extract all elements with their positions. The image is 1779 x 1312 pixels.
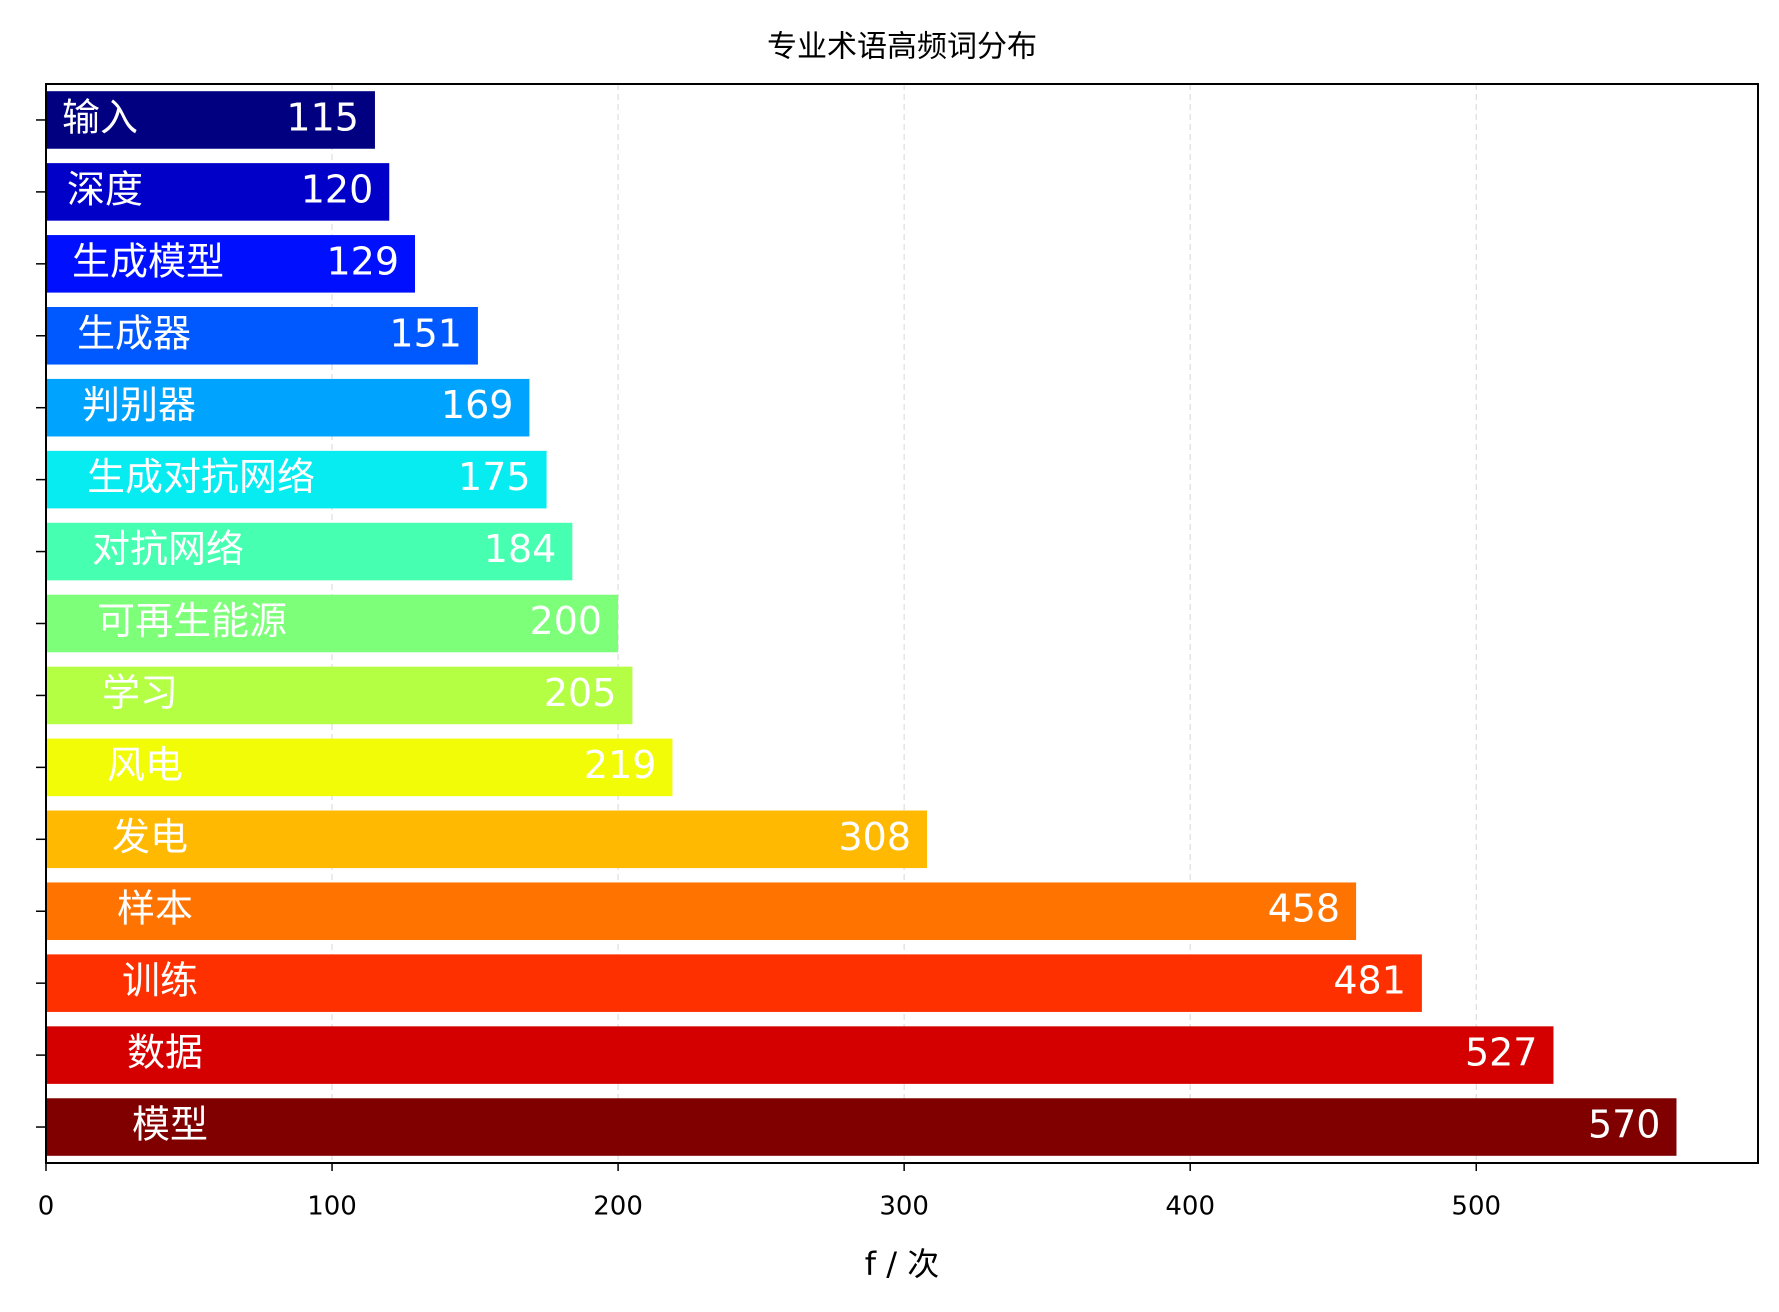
value-label: 200 xyxy=(530,599,603,643)
x-tick-label: 500 xyxy=(1451,1192,1501,1222)
bar-category-label: 生成对抗网络 xyxy=(87,455,315,499)
value-label: 481 xyxy=(1333,959,1406,1003)
bar-category-label: 数据 xyxy=(127,1031,203,1075)
bar-category-label: 模型 xyxy=(132,1103,208,1147)
value-label: 151 xyxy=(389,311,462,355)
bar xyxy=(46,450,547,509)
bar-category-label: 发电 xyxy=(112,815,188,859)
bar xyxy=(46,306,478,365)
value-label: 308 xyxy=(838,815,911,859)
bar xyxy=(46,882,1357,941)
value-label: 570 xyxy=(1588,1103,1661,1147)
x-tick-label: 0 xyxy=(38,1192,55,1222)
bar-category-label: 生成模型 xyxy=(72,239,224,283)
value-label: 175 xyxy=(458,455,531,499)
bar-category-label: 判别器 xyxy=(82,383,196,427)
value-label: 458 xyxy=(1268,887,1341,931)
bar xyxy=(46,738,673,797)
x-tick-label: 200 xyxy=(593,1192,643,1222)
bar xyxy=(46,235,416,293)
value-label: 184 xyxy=(484,527,557,571)
value-label: 115 xyxy=(286,95,359,139)
bar xyxy=(46,666,633,725)
bar xyxy=(46,810,928,869)
x-tick-label: 400 xyxy=(1165,1192,1215,1222)
bar-category-label: 学习 xyxy=(102,671,178,715)
bar-category-label: 风电 xyxy=(107,743,183,787)
plot-frame xyxy=(45,83,1759,1164)
x-tick-label: 100 xyxy=(307,1192,357,1222)
value-label: 219 xyxy=(584,743,657,787)
bar-category-label: 可再生能源 xyxy=(97,599,287,643)
value-label: 205 xyxy=(544,671,617,715)
x-tick-label: 300 xyxy=(879,1192,929,1222)
value-label: 129 xyxy=(326,239,399,283)
bar xyxy=(46,1098,1677,1156)
bar xyxy=(46,522,573,581)
bar xyxy=(46,1026,1554,1084)
bar xyxy=(46,594,619,653)
chart-title: 专业术语高频词分布 xyxy=(767,30,1037,65)
bar-category-label: 输入 xyxy=(62,95,138,139)
value-label: 527 xyxy=(1465,1031,1538,1075)
bar xyxy=(46,378,530,437)
value-label: 169 xyxy=(441,383,514,427)
bar xyxy=(46,954,1422,1012)
x-axis-label: f / 次 xyxy=(865,1245,939,1283)
bar-category-label: 深度 xyxy=(67,167,143,211)
bar-category-label: 对抗网络 xyxy=(92,527,244,571)
bar xyxy=(46,91,375,149)
bar-category-label: 样本 xyxy=(117,887,193,931)
bar xyxy=(46,163,390,221)
bar-category-label: 生成器 xyxy=(77,311,191,355)
value-label: 120 xyxy=(301,167,374,211)
bar-category-label: 训练 xyxy=(122,959,198,1003)
